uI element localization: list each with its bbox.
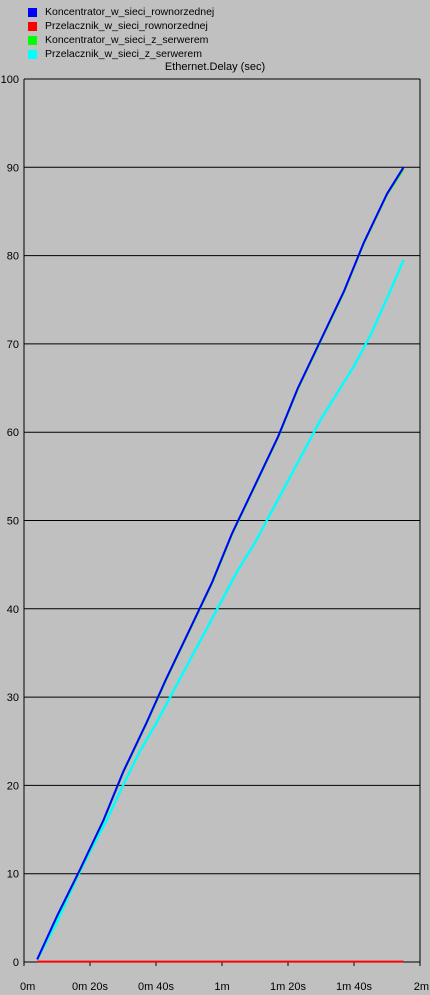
y-tick-label: 0: [13, 957, 19, 969]
x-tick-label: 1m 20s: [270, 981, 307, 993]
legend-swatch: [28, 50, 37, 59]
legend-swatch: [28, 36, 37, 45]
legend-label: Koncentrator_w_sieci_rownorzednej: [45, 6, 215, 18]
legend-label: Przelacznik_w_sieci_rownorzednej: [45, 20, 208, 32]
y-tick-label: 10: [7, 869, 19, 881]
x-tick-label: 0m 20s: [72, 981, 109, 993]
x-tick-label: 1m: [214, 981, 229, 993]
y-tick-label: 100: [1, 74, 19, 86]
y-tick-label: 70: [7, 339, 19, 351]
y-tick-label: 80: [7, 251, 19, 263]
x-tick-label: 2m: [414, 981, 429, 993]
y-tick-label: 50: [7, 516, 19, 528]
y-tick-label: 20: [7, 780, 19, 792]
legend-swatch: [28, 8, 37, 17]
legend-label: Koncentrator_w_sieci_z_serwerem: [45, 34, 209, 46]
y-tick-label: 40: [7, 604, 19, 616]
y-tick-label: 60: [7, 427, 19, 439]
x-tick-label: 0m 40s: [138, 981, 175, 993]
series-line-4: [36, 259, 405, 960]
series-line-1: [36, 166, 405, 960]
y-tick-label: 90: [7, 162, 19, 174]
x-tick-label: 1m 40s: [336, 981, 373, 993]
y-tick-label: 30: [7, 692, 19, 704]
legend-label: Przelacznik_w_sieci_z_serwerem: [45, 48, 202, 60]
chart-title: Ethernet.Delay (sec): [164, 61, 266, 73]
x-tick-label: 0m: [20, 981, 35, 993]
legend-swatch: [28, 22, 37, 31]
